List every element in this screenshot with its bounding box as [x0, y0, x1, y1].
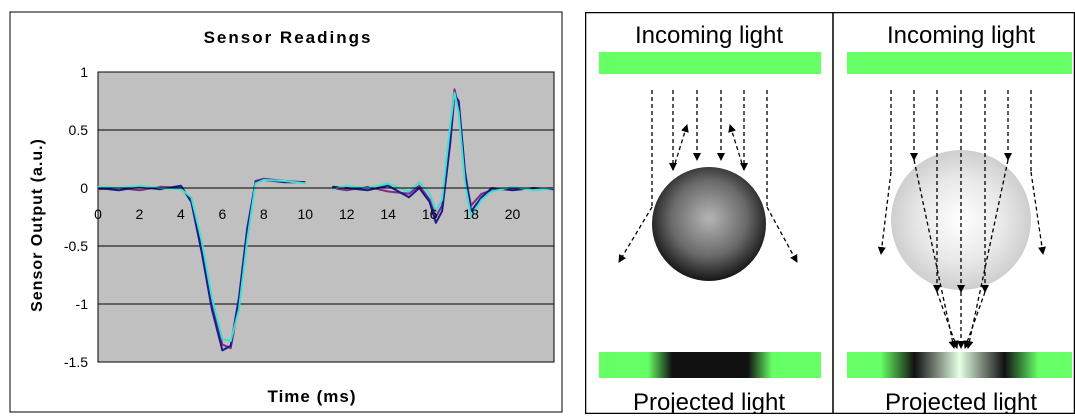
right-light-rays [877, 90, 1046, 349]
y-tick-labels: 1 0.5 0 -0.5 -1 -1.5 [64, 64, 88, 370]
right-incoming-bar [847, 52, 1072, 74]
x-tick-label: 10 [297, 206, 313, 222]
x-tick-label: 14 [380, 206, 396, 222]
x-tick-labels: 0 2 4 6 8 10 12 14 16 18 20 [94, 206, 520, 222]
right-incoming-label: Incoming light [887, 22, 1035, 49]
optics-diagram-svg: Incoming light Projected light Incoming … [584, 11, 1075, 416]
series-lines [97, 88, 555, 352]
left-incoming-bar [599, 52, 821, 74]
x-tick-label: 16 [422, 206, 438, 222]
opaque-sphere [652, 167, 766, 281]
right-projected-label: Projected light [885, 389, 1037, 414]
y-tick-label: 0 [80, 180, 88, 196]
x-tick-label: 20 [505, 206, 521, 222]
series-line-5 [331, 91, 555, 218]
series-line-2 [97, 178, 306, 343]
left-incoming-label: Incoming light [635, 22, 783, 49]
left-shadow-bar [599, 352, 821, 378]
plot-area [97, 71, 555, 363]
optics-diagram: Incoming light Projected light Incoming … [584, 11, 1075, 416]
sensor-chart: Sensor Readings 0 2 4 6 8 10 12 14 16 18 20 10.50-… [9, 11, 563, 413]
chart-panel: Sensor Readings 0 2 4 6 8 10 12 14 16 18 20 1 0.5 0-… [9, 11, 563, 413]
x-tick-label: 18 [463, 206, 479, 222]
y-axis-label: Sensor Output (a.u.) [29, 138, 46, 312]
y-tick-label: 1 [80, 64, 88, 80]
x-tick-label: 8 [260, 206, 268, 222]
left-light-rays [618, 90, 798, 263]
chart-title: Sensor Readings [204, 28, 373, 47]
x-tick-label: 6 [218, 206, 226, 222]
x-tick-label: 2 [136, 206, 144, 222]
left-projected-label: Projected light [633, 389, 785, 414]
x-tick-label: 12 [339, 206, 355, 222]
x-tick-label: 0 [94, 206, 102, 222]
y-tick-label: 0.5 [69, 122, 89, 138]
y-tick-label: -1 [76, 296, 89, 312]
x-tick-label: 4 [177, 206, 185, 222]
y-tick-label: -0.5 [64, 238, 88, 254]
y-tick-label: -1.5 [64, 354, 88, 370]
x-axis-label: Time (ms) [268, 387, 357, 406]
right-focus-bar [847, 352, 1072, 378]
